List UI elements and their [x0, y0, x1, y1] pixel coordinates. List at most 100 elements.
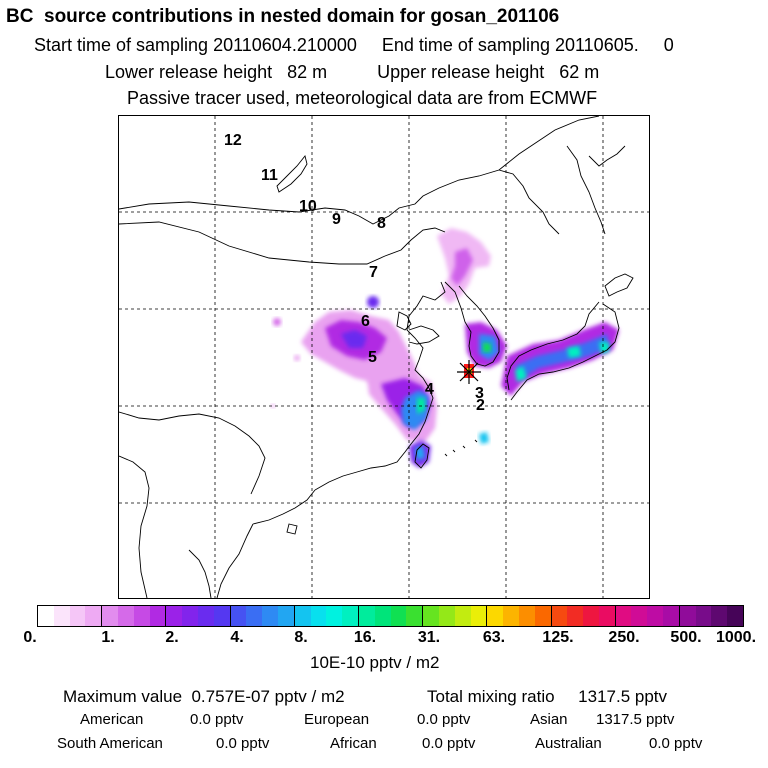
australian-label: Australian [535, 735, 602, 752]
sampling-time-line: Start time of sampling 20110604.210000 E… [34, 35, 674, 55]
plume-japan-core [515, 334, 609, 378]
african-label: African [330, 735, 377, 752]
colorbar-swatch [149, 606, 167, 626]
colorbar-swatch [230, 606, 247, 626]
colorbar-swatch [246, 606, 263, 626]
colorbar-unit: 10E-10 pptv / m2 [310, 653, 440, 672]
colorbar-swatch [342, 606, 359, 626]
coastlines [118, 115, 634, 599]
day-label: 9 [332, 211, 341, 228]
colorbar-swatch [166, 606, 183, 626]
plume-speck [273, 318, 281, 326]
colorbar-swatch [53, 606, 70, 626]
colorbar [37, 605, 744, 627]
colorbar-tick: 1. [101, 629, 115, 646]
american-value: 0.0 pptv [190, 711, 244, 728]
map-title: BC source contributions in nested domain… [6, 6, 560, 27]
colorbar-swatch [326, 606, 343, 626]
day-label: 3 [475, 385, 484, 402]
colorbar-swatch [390, 606, 407, 626]
day-label: 11 [261, 167, 278, 184]
day-label: 12 [224, 132, 242, 149]
colorbar-swatch [454, 606, 471, 626]
african-value: 0.0 pptv [422, 735, 476, 752]
receptor-star-icon [457, 360, 481, 384]
day-label: 10 [299, 198, 317, 215]
plume-speck [294, 355, 300, 361]
colorbar-tick: 31. [417, 629, 441, 646]
european-value: 0.0 pptv [417, 711, 471, 728]
colorbar-swatch [711, 606, 728, 626]
colorbar-swatch [262, 606, 278, 626]
colorbar-swatch [518, 606, 535, 626]
colorbar-swatch [69, 606, 86, 626]
colorbar-swatch [583, 606, 599, 626]
plume-japan-green [515, 342, 609, 382]
plume-speck [367, 296, 379, 308]
day-label: 6 [361, 313, 370, 330]
asian-value: 1317.5 pptv [596, 711, 675, 728]
colorbar-swatch [534, 606, 552, 626]
colorbar-swatch [615, 606, 632, 626]
colorbar-tick: 16. [353, 629, 377, 646]
colorbar-swatch [133, 606, 150, 626]
day-label: 2 [476, 397, 485, 414]
colorbar-swatch [567, 606, 584, 626]
colorbar-swatch [406, 606, 424, 626]
asian-label: Asian [530, 711, 568, 728]
colorbar-swatch [423, 606, 439, 626]
plume-speck [271, 404, 275, 408]
south-american-label: South American [57, 735, 163, 752]
colorbar-tick: 0. [23, 629, 37, 646]
colorbar-swatch [102, 606, 118, 626]
colorbar-swatch [487, 606, 504, 626]
colorbar-tick: 500. [670, 629, 702, 646]
colorbar-tick: 8. [294, 629, 308, 646]
graticule [119, 116, 649, 598]
colorbar-swatch [310, 606, 327, 626]
day-label: 4 [425, 381, 434, 398]
colorbar-swatch [551, 606, 568, 626]
colorbar-swatch [727, 606, 744, 626]
australian-value: 0.0 pptv [649, 735, 703, 752]
colorbar-swatch [598, 606, 616, 626]
colorbar-tick: 4. [230, 629, 244, 646]
colorbar-swatch [438, 606, 455, 626]
colorbar-swatch [663, 606, 680, 626]
release-height-line: Lower release height 82 m Upper release … [105, 62, 600, 82]
colorbar-tick: 125. [542, 629, 574, 646]
plume-manchuria-core [451, 248, 473, 286]
colorbar-tick: 2. [165, 629, 179, 646]
colorbar-swatch [294, 606, 311, 626]
day-label: 7 [369, 264, 378, 281]
european-label: European [304, 711, 370, 728]
colorbar-tick: 250. [608, 629, 640, 646]
colorbar-swatch [197, 606, 214, 626]
colorbar-swatch [470, 606, 488, 626]
colorbar-swatch [679, 606, 696, 626]
plume-west-blue [341, 330, 367, 348]
source-contribution-map: 12 11 10 9 8 7 6 5 4 3 2 [118, 115, 650, 599]
colorbar-swatch [85, 606, 103, 626]
tracer-note-line: Passive tracer used, meteorological data… [127, 88, 598, 108]
colorbar-swatch [631, 606, 648, 626]
colorbar-swatch [503, 606, 519, 626]
colorbar-swatch [695, 606, 712, 626]
plume-korea-green [483, 342, 491, 352]
colorbar-swatch [182, 606, 198, 626]
total-mixing-ratio: Total mixing ratio 1317.5 pptv [427, 687, 668, 706]
colorbar-tick: 1000. [715, 629, 757, 646]
maximum-value: Maximum value 0.757E-07 pptv / m2 [63, 687, 345, 706]
south-american-value: 0.0 pptv [216, 735, 270, 752]
colorbar-swatch [38, 606, 54, 626]
colorbar-swatch [358, 606, 375, 626]
colorbar-tick: 63. [482, 629, 506, 646]
american-label: American [80, 711, 144, 728]
plume-ryukyu [479, 432, 489, 444]
colorbar-swatch [374, 606, 391, 626]
contribution-field [271, 228, 619, 468]
day-label: 8 [377, 215, 386, 232]
colorbar-swatch [647, 606, 664, 626]
colorbar-swatch [213, 606, 231, 626]
day-label: 5 [368, 349, 377, 366]
